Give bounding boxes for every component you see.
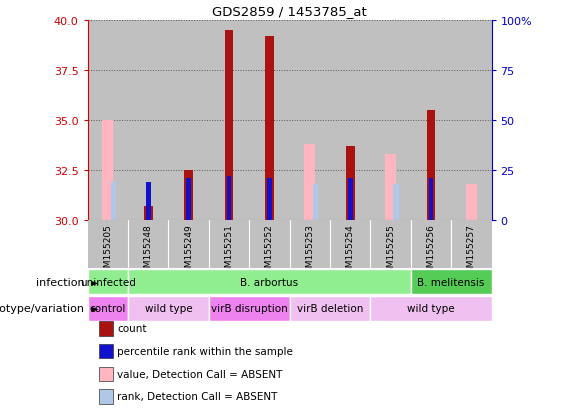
Bar — [451, 21, 492, 221]
Bar — [227, 177, 232, 221]
Bar — [371, 21, 411, 221]
Bar — [304, 145, 315, 221]
Text: GSM155205: GSM155205 — [103, 223, 112, 278]
Bar — [451, 221, 492, 268]
Bar — [267, 179, 272, 221]
Text: GSM155254: GSM155254 — [346, 223, 355, 278]
Bar — [88, 221, 128, 268]
Bar — [466, 185, 477, 221]
Text: GSM155249: GSM155249 — [184, 223, 193, 278]
Text: count: count — [117, 323, 146, 333]
Text: percentile rank within the sample: percentile rank within the sample — [117, 346, 293, 356]
Bar — [224, 31, 233, 221]
Bar — [411, 269, 492, 295]
Bar — [411, 21, 451, 221]
Bar — [371, 221, 411, 268]
Bar — [128, 21, 168, 221]
Bar — [290, 21, 330, 221]
Bar — [428, 179, 433, 221]
Bar — [265, 37, 274, 221]
Text: GSM155255: GSM155255 — [386, 223, 395, 278]
Bar — [111, 183, 116, 221]
Bar — [330, 21, 371, 221]
Text: wild type: wild type — [407, 304, 455, 314]
Bar — [102, 121, 114, 221]
Bar — [411, 221, 451, 268]
Bar — [128, 221, 168, 268]
Bar — [330, 221, 371, 268]
Bar — [128, 269, 411, 295]
Text: GSM155256: GSM155256 — [427, 223, 436, 278]
Bar — [184, 171, 193, 221]
Text: ►: ► — [88, 304, 98, 314]
Bar — [128, 296, 209, 322]
Bar — [312, 185, 318, 221]
Bar — [168, 21, 209, 221]
Text: control: control — [90, 304, 126, 314]
Text: value, Detection Call = ABSENT: value, Detection Call = ABSENT — [117, 369, 282, 379]
Bar — [88, 21, 128, 221]
Text: GSM155253: GSM155253 — [305, 223, 314, 278]
Bar — [249, 21, 289, 221]
Text: ►: ► — [88, 277, 98, 287]
Bar — [88, 269, 128, 295]
Text: rank, Detection Call = ABSENT: rank, Detection Call = ABSENT — [117, 392, 277, 401]
Text: GSM155251: GSM155251 — [224, 223, 233, 278]
Text: infection: infection — [36, 277, 85, 287]
Bar — [209, 21, 249, 221]
Text: uninfected: uninfected — [80, 277, 136, 287]
Bar — [290, 221, 330, 268]
Bar — [168, 221, 209, 268]
Bar — [385, 155, 396, 221]
Title: GDS2859 / 1453785_at: GDS2859 / 1453785_at — [212, 5, 367, 18]
Text: wild type: wild type — [145, 304, 192, 314]
Bar — [186, 179, 191, 221]
Text: B. melitensis: B. melitensis — [418, 277, 485, 287]
Bar — [209, 221, 249, 268]
Bar — [393, 185, 399, 221]
Bar — [146, 183, 151, 221]
Text: genotype/variation: genotype/variation — [0, 304, 85, 314]
Bar — [371, 296, 492, 322]
Bar — [427, 111, 436, 221]
Bar — [346, 147, 355, 221]
Bar — [88, 296, 128, 322]
Bar — [249, 221, 289, 268]
Text: virB deletion: virB deletion — [297, 304, 363, 314]
Text: GSM155252: GSM155252 — [265, 223, 274, 278]
Bar — [347, 179, 353, 221]
Bar — [290, 296, 371, 322]
Bar — [209, 296, 290, 322]
Text: B. arbortus: B. arbortus — [240, 277, 298, 287]
Bar — [144, 207, 153, 221]
Text: virB disruption: virB disruption — [211, 304, 288, 314]
Text: GSM155257: GSM155257 — [467, 223, 476, 278]
Text: GSM155248: GSM155248 — [144, 223, 153, 278]
